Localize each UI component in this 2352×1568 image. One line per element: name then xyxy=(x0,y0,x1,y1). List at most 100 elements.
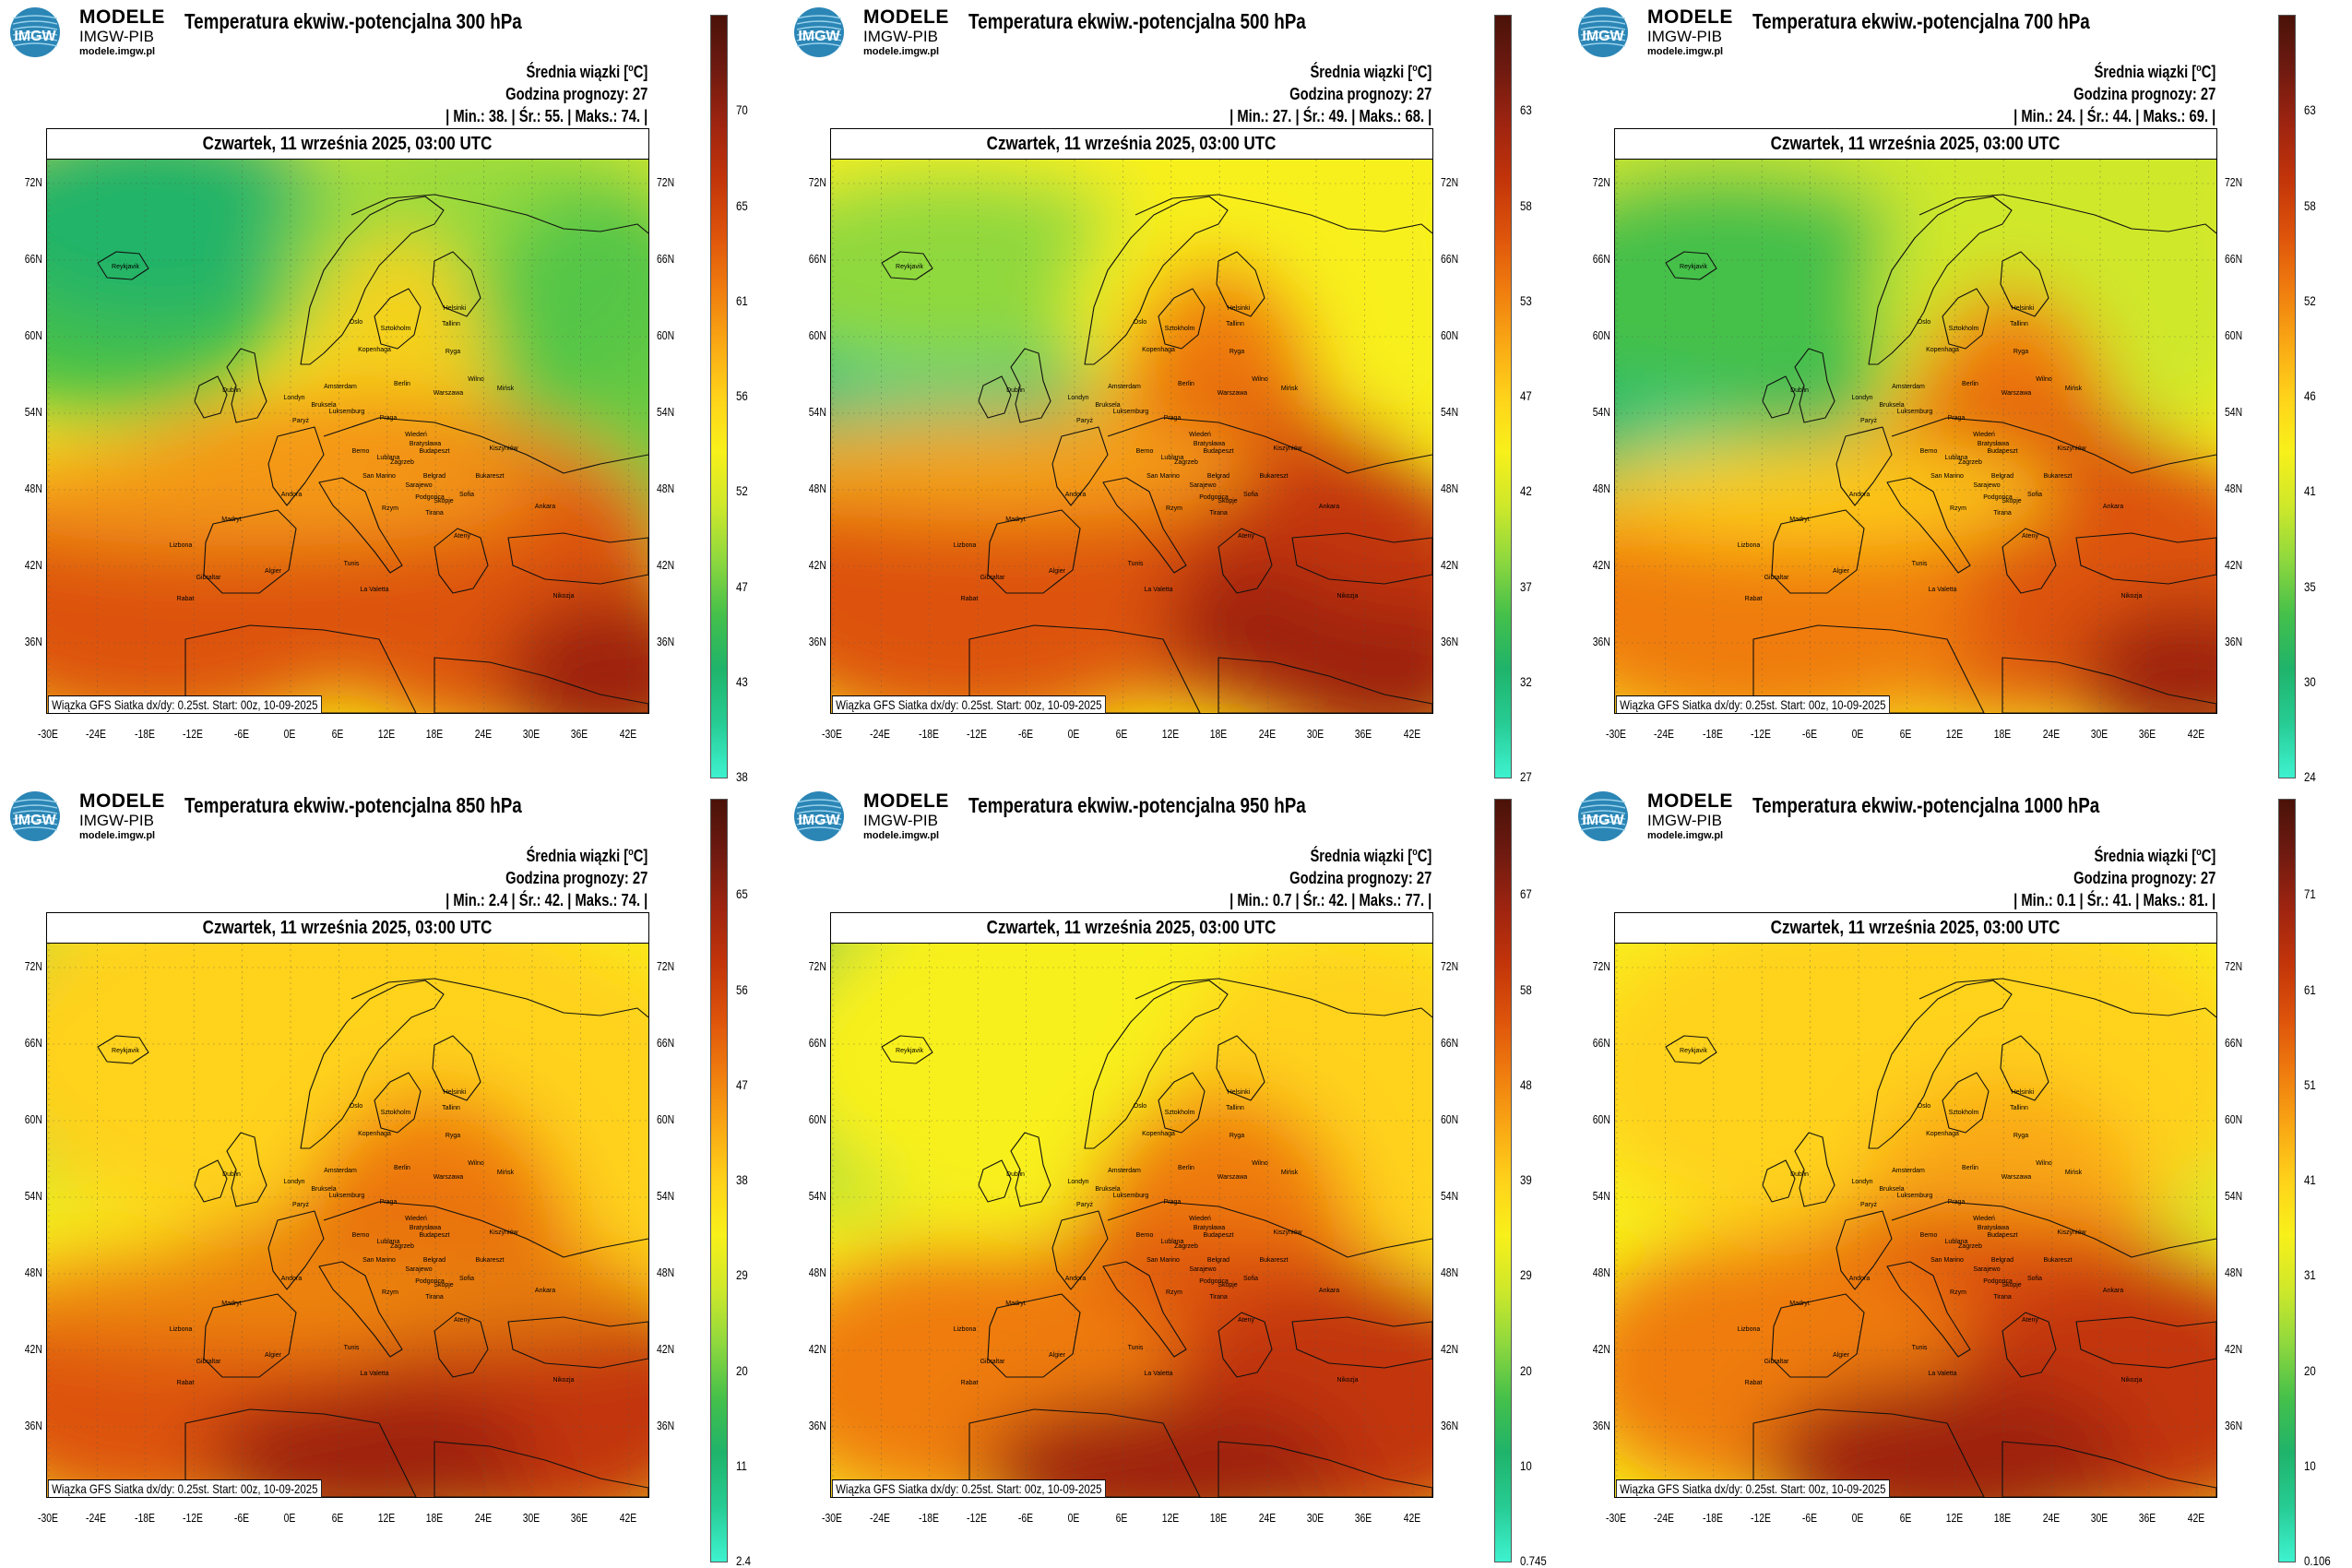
city-label: Zagrzeb xyxy=(390,459,414,466)
lat-label-right: 54N xyxy=(2225,405,2243,419)
city-label: Lizbona xyxy=(954,542,977,549)
lat-label-left: 66N xyxy=(24,252,42,266)
lat-label-right: 36N xyxy=(1441,1419,1459,1432)
imgw-logo: IMGW xyxy=(794,7,844,57)
map-area[interactable]: Helsinki Oslo Sztokholm Tallinn Ryga Kopenhag… xyxy=(1614,159,2217,714)
coastline xyxy=(184,1408,417,1497)
coastline xyxy=(1918,978,2216,1018)
city-label: Zagrzeb xyxy=(390,1243,414,1250)
stat-separator: | xyxy=(1423,891,1431,909)
city-label: Belgrad xyxy=(1991,1257,2013,1264)
city-label: Mińsk xyxy=(1281,386,1299,392)
city-label: Paryż xyxy=(1860,1202,1877,1208)
lat-label-left: 54N xyxy=(24,1189,42,1203)
colorbar-tick: 61 xyxy=(736,292,748,308)
brand-url[interactable]: modele.imgw.pl xyxy=(1647,830,1724,841)
brand-name: MODELE xyxy=(863,6,949,28)
city-label: Luksemburg xyxy=(329,1193,365,1199)
brand-url[interactable]: modele.imgw.pl xyxy=(1647,46,1724,57)
brand-url[interactable]: modele.imgw.pl xyxy=(863,46,940,57)
min-avg-max: | Min.: 0.7 | Śr.: 42. | Maks.: 77. | xyxy=(1229,889,1431,911)
date-header: Czwartek, 11 września 2025, 03:00 UTC xyxy=(1614,128,2217,159)
city-label: Tunis xyxy=(344,561,360,567)
lat-label-left: 72N xyxy=(1592,959,1610,973)
lon-label: -12E xyxy=(967,1511,988,1525)
coastline xyxy=(881,1035,933,1064)
city-label: Algier xyxy=(1049,1352,1066,1359)
field-region xyxy=(1615,436,2058,547)
city-label: Algier xyxy=(265,568,282,575)
city-label: Luksemburg xyxy=(1113,1193,1149,1199)
city-label: Kopenhaga xyxy=(1142,1131,1175,1137)
forecast-hour: Godzina prognozy: 27 xyxy=(2073,869,2215,887)
coastline xyxy=(968,1408,1201,1497)
model-footer: Wiązka GFS Siatka dx/dy: 0.25st. Start: … xyxy=(48,1479,322,1498)
logo-lettering: IMGW xyxy=(1582,29,1624,44)
coastline xyxy=(1051,426,1109,506)
colorbar-tick: 29 xyxy=(1520,1267,1532,1283)
brand-url[interactable]: modele.imgw.pl xyxy=(79,46,156,57)
forecast-panel: IMGW MODELE IMGW-PIB modele.imgw.pl Temperat… xyxy=(784,0,1568,784)
lat-label-left: 66N xyxy=(808,252,826,266)
city-label: Paryż xyxy=(1076,418,1093,424)
city-label: Gibraltar xyxy=(1764,1359,1790,1365)
city-label: Sarajewo xyxy=(405,1266,432,1273)
map-area[interactable]: Helsinki Oslo Sztokholm Tallinn Ryga Kopenhag… xyxy=(830,159,1433,714)
coastline xyxy=(323,417,648,474)
city-label: Berno xyxy=(352,1232,370,1239)
city-label: Amsterdam xyxy=(324,1168,357,1174)
unit-degree: o xyxy=(1411,847,1418,858)
brand-url[interactable]: modele.imgw.pl xyxy=(863,830,940,841)
city-label: Amsterdam xyxy=(1108,1168,1141,1174)
stat-min: 27. xyxy=(1272,107,1292,125)
stat-separator: | Śr.: xyxy=(2075,107,2113,125)
model-footer: Wiązka GFS Siatka dx/dy: 0.25st. Start: … xyxy=(1616,695,1890,714)
coastline xyxy=(323,1201,648,1258)
colorbar-tick: 63 xyxy=(2304,102,2316,118)
city-label: Praga xyxy=(1164,415,1182,422)
city-label: Ryga xyxy=(1229,349,1244,355)
coastline xyxy=(1107,417,1432,474)
city-label: Berno xyxy=(1136,1232,1154,1239)
coastline xyxy=(1794,348,1835,423)
city-label: Berlin xyxy=(1962,1165,1978,1171)
lon-label: 30E xyxy=(2090,727,2108,741)
date-text: Czwartek, 11 września 2025, 03:00 UTC xyxy=(987,134,1277,154)
map-area[interactable]: Helsinki Oslo Sztokholm Tallinn Ryga Kopenhag… xyxy=(830,943,1433,1498)
city-label: La Valetta xyxy=(1144,1371,1172,1377)
city-label: Rabat xyxy=(1745,596,1763,602)
map-area[interactable]: Helsinki Oslo Sztokholm Tallinn Ryga Kopenhag… xyxy=(46,943,649,1498)
city-label: Podgorica xyxy=(415,1278,445,1285)
city-label: Sztokholm xyxy=(1165,326,1195,332)
coastline xyxy=(968,624,1201,713)
brand-name: MODELE xyxy=(79,6,165,28)
date-header: Czwartek, 11 września 2025, 03:00 UTC xyxy=(830,128,1433,159)
coastline xyxy=(194,1159,228,1203)
city-label: Sztokholm xyxy=(1949,1110,1979,1116)
lat-label-left: 54N xyxy=(1592,405,1610,419)
city-label: Madryt xyxy=(221,517,241,523)
unit-end: C] xyxy=(633,63,647,81)
lat-label-right: 66N xyxy=(1441,1036,1459,1050)
stats-block: Średnia wiązki [oC] Godzina prognozy: 27 |… xyxy=(1229,57,1431,127)
coastline xyxy=(2000,251,2049,317)
city-label: Budapeszt xyxy=(419,448,449,455)
lat-label-left: 60N xyxy=(808,328,826,342)
city-label: Ryga xyxy=(445,349,460,355)
city-label: Kiszyniów xyxy=(1273,1229,1302,1236)
coastline xyxy=(1134,978,1432,1018)
brand-url[interactable]: modele.imgw.pl xyxy=(79,830,156,841)
city-label: Helsinki xyxy=(2012,305,2035,312)
map-area[interactable]: Helsinki Oslo Sztokholm Tallinn Ryga Kopenhag… xyxy=(1614,943,2217,1498)
coastline xyxy=(1942,288,1990,350)
min-avg-max: | Min.: 27. | Śr.: 49. | Maks.: 68. | xyxy=(1229,105,1431,127)
city-label: Reykjavik xyxy=(896,264,923,270)
coastline xyxy=(2075,532,2216,585)
unit-label: Średnia wiązki [oC] xyxy=(1229,57,1431,83)
lat-label-right: 72N xyxy=(1441,175,1459,189)
lat-label-left: 42N xyxy=(1592,558,1610,572)
stats-block: Średnia wiązki [oC] Godzina prognozy: 27 |… xyxy=(2013,841,2215,911)
map-area[interactable]: Helsinki Oslo Sztokholm Tallinn Ryga Kopenhag… xyxy=(46,159,649,714)
field-region xyxy=(47,436,545,547)
city-label: Wiedeń xyxy=(1973,432,1995,438)
